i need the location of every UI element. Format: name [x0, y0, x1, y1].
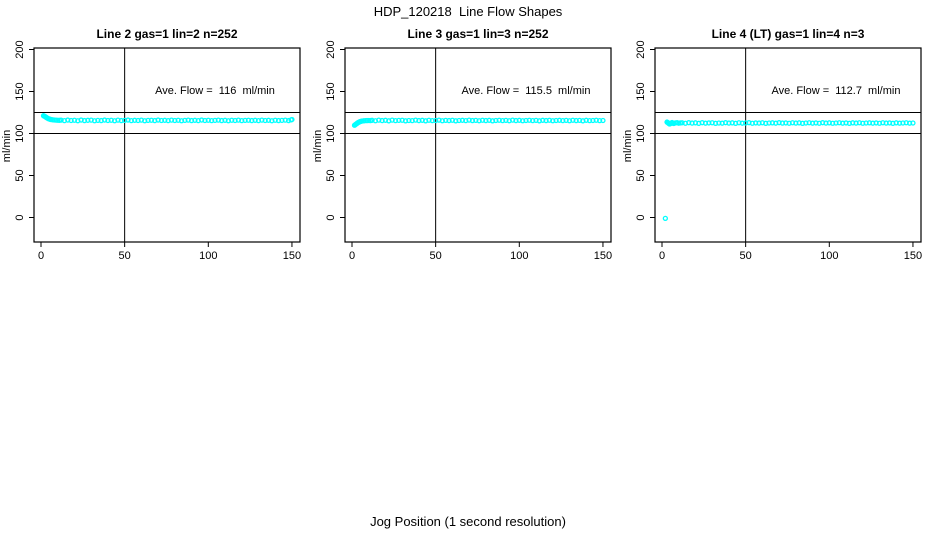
- y-tick-label: 100: [14, 124, 26, 142]
- y-axis-unit-label: ml/min: [622, 130, 634, 162]
- y-tick-label: 200: [14, 40, 26, 58]
- x-axis-label: Jog Position (1 second resolution): [370, 514, 566, 529]
- data-point: [600, 117, 606, 124]
- plot-box: [344, 47, 612, 243]
- x-tick-label: 0: [349, 250, 355, 262]
- panel-2-title: Line 3 gas=1 lin=3 n=252: [407, 27, 549, 41]
- data-point: [910, 120, 916, 126]
- panel-2-ave-flow-annotation: Ave. Flow = 115.5 ml/min: [461, 85, 591, 97]
- x-tick-label: 100: [199, 250, 217, 262]
- x-tick-label: 50: [119, 250, 131, 262]
- x-tick-label: 0: [38, 250, 44, 262]
- y-tick-label: 150: [325, 82, 337, 100]
- data-point: [289, 116, 295, 123]
- y-axis-unit-label: ml/min: [312, 130, 324, 162]
- y-axis-unit-label: ml/min: [1, 130, 13, 162]
- x-tick-label: 150: [283, 250, 301, 262]
- y-tick-label: 150: [635, 82, 647, 100]
- panel-3-title: Line 4 (LT) gas=1 lin=4 n=3: [711, 27, 865, 41]
- data-point: [662, 215, 668, 221]
- plot-box: [654, 47, 922, 243]
- x-tick-label: 100: [510, 250, 528, 262]
- x-tick-label: 50: [740, 250, 752, 262]
- panel-1-title: Line 2 gas=1 lin=2 n=252: [96, 27, 238, 41]
- x-tick-label: 0: [659, 250, 665, 262]
- y-tick-label: 100: [635, 124, 647, 142]
- panel-1-ave-flow-annotation: Ave. Flow = 116 ml/min: [155, 85, 275, 97]
- y-tick-label: 100: [325, 124, 337, 142]
- x-tick-label: 150: [594, 250, 612, 262]
- y-tick-label: 50: [14, 169, 26, 181]
- y-tick-label: 150: [14, 82, 26, 100]
- y-tick-label: 200: [325, 40, 337, 58]
- y-tick-label: 50: [635, 169, 647, 181]
- x-tick-label: 50: [430, 250, 442, 262]
- x-tick-label: 100: [820, 250, 838, 262]
- y-tick-label: 200: [635, 40, 647, 58]
- panel-3-ave-flow-annotation: Ave. Flow = 112.7 ml/min: [771, 85, 901, 97]
- y-tick-label: 0: [325, 214, 337, 220]
- figure-title: HDP_120218 Line Flow Shapes: [373, 4, 563, 19]
- y-tick-label: 0: [14, 214, 26, 220]
- y-tick-label: 0: [635, 214, 647, 220]
- y-tick-label: 50: [325, 169, 337, 181]
- plot-box: [33, 47, 301, 243]
- x-tick-label: 150: [904, 250, 922, 262]
